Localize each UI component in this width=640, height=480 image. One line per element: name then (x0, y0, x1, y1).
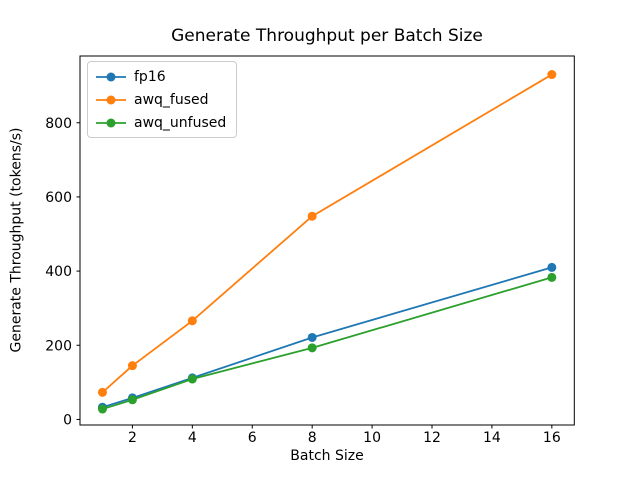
data-point-awq_unfused (307, 343, 317, 353)
x-tick-label: 10 (363, 430, 381, 446)
x-axis-label: Batch Size (290, 448, 364, 464)
x-tick-label: 16 (543, 430, 561, 446)
x-tick-label: 2 (128, 430, 137, 446)
y-tick-label: 800 (45, 116, 72, 132)
series-line-awq_unfused (101, 276, 553, 410)
data-point-awq_unfused (187, 374, 197, 384)
y-tick-label: 600 (45, 190, 72, 206)
legend-item-awq-fused: awq_fused (96, 90, 226, 109)
x-tick-label: 6 (248, 430, 257, 446)
y-tick-label: 400 (45, 264, 72, 280)
chart-title: Generate Throughput per Batch Size (171, 26, 483, 46)
legend-marker-awq-unfused (96, 118, 126, 127)
data-point-awq_unfused (97, 404, 107, 414)
y-tick-label: 200 (45, 338, 72, 354)
x-tick-label: 8 (308, 430, 317, 446)
legend-marker-fp16 (96, 72, 126, 81)
legend-label-fp16: fp16 (134, 68, 166, 85)
data-point-fp16 (547, 262, 557, 272)
data-point-awq_fused (127, 361, 137, 371)
y-tick-label: 0 (63, 412, 72, 428)
legend-label-awq-fused: awq_fused (134, 91, 209, 108)
data-point-awq_fused (547, 70, 557, 80)
axes-spines (79, 55, 575, 426)
legend: fp16 awq_fused awq_unfused (87, 61, 238, 138)
data-point-awq_unfused (547, 272, 557, 282)
x-tick-label: 12 (423, 430, 441, 446)
data-point-awq_unfused (127, 395, 137, 405)
legend-item-awq-unfused: awq_unfused (96, 113, 226, 132)
legend-marker-awq-fused (96, 95, 126, 104)
x-tick-label: 4 (188, 430, 197, 446)
data-point-awq_fused (187, 316, 197, 326)
legend-label-awq-unfused: awq_unfused (134, 114, 227, 131)
data-point-awq_fused (307, 211, 317, 221)
data-point-fp16 (307, 332, 317, 342)
y-axis-label: Generate Throughput (tokens/s) (8, 127, 25, 353)
legend-item-fp16: fp16 (96, 67, 226, 86)
data-point-awq_fused (97, 387, 107, 397)
x-tick-label: 14 (483, 430, 501, 446)
